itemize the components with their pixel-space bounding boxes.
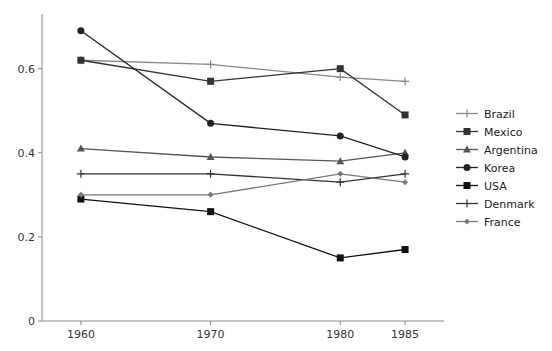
- point: [402, 246, 409, 253]
- y-tick-label: 0: [28, 315, 35, 328]
- series-line: [81, 174, 405, 182]
- point: [402, 111, 409, 118]
- legend-marker: [464, 182, 471, 189]
- x-tick: [210, 321, 211, 325]
- point: [77, 56, 85, 64]
- point: [78, 192, 84, 198]
- point: [207, 153, 215, 160]
- legend-marker: [464, 164, 471, 171]
- chart: 1960 1970 1980 1985 0 0.2 0.4 0.6 Brazil Mexico Ar…: [0, 0, 552, 351]
- legend-marker: [463, 200, 471, 208]
- point: [336, 157, 344, 164]
- x-tick: [80, 321, 81, 325]
- point: [207, 208, 214, 215]
- y-tick: [38, 152, 42, 153]
- x-axis: [42, 321, 444, 322]
- point: [207, 60, 215, 68]
- legend-label: Denmark: [484, 198, 535, 211]
- point: [337, 171, 343, 177]
- x-tick-label: 1980: [326, 328, 354, 341]
- y-tick: [38, 236, 42, 237]
- y-tick-label: 0.4: [18, 147, 36, 160]
- point: [402, 179, 408, 185]
- point: [77, 145, 85, 152]
- series-line: [81, 149, 405, 162]
- y-tick: [38, 68, 42, 69]
- plot-area: [77, 27, 409, 261]
- x-tick: [340, 321, 341, 325]
- series-line: [81, 199, 405, 258]
- legend-marker: [464, 219, 470, 225]
- point: [337, 132, 344, 139]
- x-tick-label: 1960: [67, 328, 95, 341]
- legend-label: Brazil: [484, 108, 515, 121]
- legend-marker: [463, 146, 471, 153]
- point: [77, 170, 85, 178]
- y-axis: [42, 14, 43, 321]
- legend-label: France: [484, 216, 521, 229]
- legend-label: USA: [484, 180, 507, 193]
- series-line: [81, 174, 405, 195]
- point: [402, 153, 409, 160]
- point: [401, 170, 409, 178]
- point: [207, 78, 214, 85]
- legend-marker: [463, 110, 471, 118]
- point: [337, 254, 344, 261]
- y-tick-label: 0.6: [18, 63, 36, 76]
- legend-label: Mexico: [484, 126, 523, 139]
- point: [77, 57, 84, 64]
- point: [207, 170, 215, 178]
- legend-label: Korea: [484, 162, 515, 175]
- point: [336, 178, 344, 186]
- x-tick-label: 1985: [391, 328, 419, 341]
- point: [208, 192, 214, 198]
- legend: Brazil Mexico Argentina Korea USA Denmark Fran…: [456, 108, 538, 229]
- point: [337, 65, 344, 72]
- legend-marker: [464, 128, 471, 135]
- point: [336, 73, 344, 81]
- point: [77, 27, 84, 34]
- series-line: [81, 60, 405, 115]
- y-tick-label: 0.2: [18, 231, 36, 244]
- point: [207, 120, 214, 127]
- x-tick-label: 1970: [197, 328, 225, 341]
- series-line: [81, 31, 405, 157]
- x-tick: [405, 321, 406, 325]
- point: [401, 77, 409, 85]
- y-tick: [38, 321, 42, 322]
- legend-label: Argentina: [484, 144, 538, 157]
